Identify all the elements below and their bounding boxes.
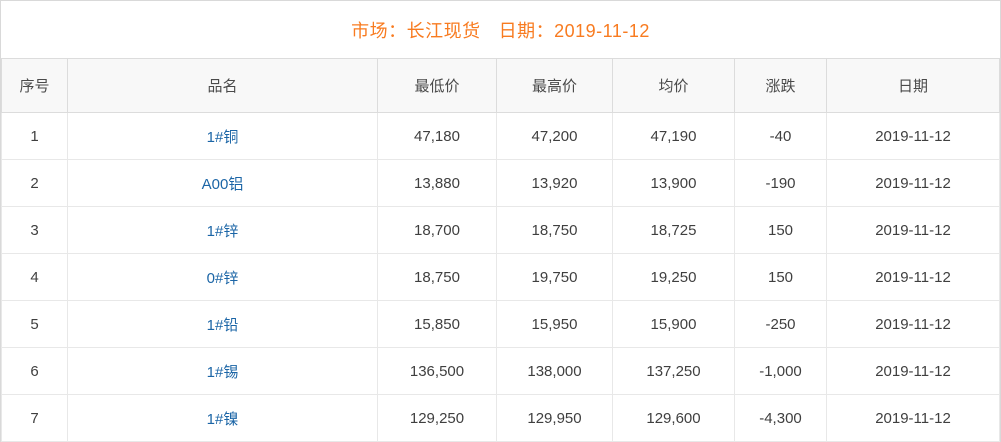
- table-row: 2 A00铝 13,880 13,920 13,900 -190 2019-11-12: [1, 159, 1000, 207]
- cell-date: 2019-11-12: [826, 300, 1000, 348]
- header-row: 序号 品名 最低价 最高价 均价 涨跌 日期: [1, 58, 1000, 113]
- cell-avg: 47,190: [612, 112, 735, 160]
- cell-avg: 13,900: [612, 159, 735, 207]
- product-link[interactable]: 1#铅: [206, 316, 239, 334]
- cell-index: 3: [1, 206, 68, 254]
- cell-change: 150: [734, 206, 827, 254]
- table-header: 序号 品名 最低价 最高价 均价 涨跌 日期: [1, 58, 1000, 113]
- table-row: 1 1#铜 47,180 47,200 47,190 -40 2019-11-12: [1, 112, 1000, 160]
- cell-low: 18,750: [377, 253, 497, 301]
- cell-name: A00铝: [67, 159, 378, 207]
- product-link[interactable]: 1#镍: [206, 410, 239, 428]
- cell-low: 13,880: [377, 159, 497, 207]
- cell-index: 1: [1, 112, 68, 160]
- column-header-date: 日期: [826, 58, 1000, 113]
- cell-index: 2: [1, 159, 68, 207]
- cell-date: 2019-11-12: [826, 159, 1000, 207]
- cell-name: 1#铜: [67, 112, 378, 160]
- cell-index: 4: [1, 253, 68, 301]
- cell-low: 18,700: [377, 206, 497, 254]
- table-body: 1 1#铜 47,180 47,200 47,190 -40 2019-11-12 2 A00铝…: [1, 112, 1000, 442]
- column-header-low: 最低价: [377, 58, 497, 113]
- cell-high: 18,750: [496, 206, 613, 254]
- cell-index: 6: [1, 347, 68, 395]
- product-link[interactable]: 1#铜: [206, 128, 239, 146]
- product-link[interactable]: 0#锌: [206, 269, 239, 287]
- table-row: 6 1#锡 136,500 138,000 137,250 -1,000 2019-11-1…: [1, 347, 1000, 395]
- cell-low: 129,250: [377, 394, 497, 442]
- cell-low: 136,500: [377, 347, 497, 395]
- column-header-high: 最高价: [496, 58, 613, 113]
- table-row: 4 0#锌 18,750 19,750 19,250 150 2019-11-12: [1, 253, 1000, 301]
- cell-high: 47,200: [496, 112, 613, 160]
- cell-high: 15,950: [496, 300, 613, 348]
- cell-date: 2019-11-12: [826, 206, 1000, 254]
- cell-avg: 19,250: [612, 253, 735, 301]
- product-link[interactable]: 1#锡: [206, 363, 239, 381]
- cell-high: 129,950: [496, 394, 613, 442]
- cell-name: 1#锡: [67, 347, 378, 395]
- cell-low: 47,180: [377, 112, 497, 160]
- cell-date: 2019-11-12: [826, 112, 1000, 160]
- cell-name: 1#镍: [67, 394, 378, 442]
- cell-avg: 15,900: [612, 300, 735, 348]
- page-title: 市场：长江现货 日期：2019-11-12: [1, 1, 1000, 58]
- cell-change: 150: [734, 253, 827, 301]
- cell-date: 2019-11-12: [826, 394, 1000, 442]
- cell-high: 138,000: [496, 347, 613, 395]
- cell-avg: 129,600: [612, 394, 735, 442]
- cell-change: -1,000: [734, 347, 827, 395]
- cell-date: 2019-11-12: [826, 253, 1000, 301]
- product-link[interactable]: A00铝: [201, 175, 244, 193]
- price-table: 序号 品名 最低价 最高价 均价 涨跌 日期 1 1#铜 47,180 47,200 47,190-…: [1, 58, 1000, 442]
- date-label: 日期：2019-11-12: [498, 20, 650, 41]
- cell-high: 13,920: [496, 159, 613, 207]
- cell-change: -190: [734, 159, 827, 207]
- cell-name: 1#铅: [67, 300, 378, 348]
- cell-avg: 137,250: [612, 347, 735, 395]
- table-row: 7 1#镍 129,250 129,950 129,600 -4,300 2019-11-1…: [1, 394, 1000, 442]
- cell-high: 19,750: [496, 253, 613, 301]
- cell-change: -4,300: [734, 394, 827, 442]
- column-header-change: 涨跌: [734, 58, 827, 113]
- column-header-name: 品名: [67, 58, 378, 113]
- column-header-index: 序号: [1, 58, 68, 113]
- cell-change: -40: [734, 112, 827, 160]
- cell-change: -250: [734, 300, 827, 348]
- cell-index: 5: [1, 300, 68, 348]
- market-label: 市场：长江现货: [351, 20, 481, 41]
- table-row: 3 1#锌 18,700 18,750 18,725 150 2019-11-12: [1, 206, 1000, 254]
- cell-index: 7: [1, 394, 68, 442]
- cell-name: 1#锌: [67, 206, 378, 254]
- product-link[interactable]: 1#锌: [206, 222, 239, 240]
- cell-avg: 18,725: [612, 206, 735, 254]
- cell-name: 0#锌: [67, 253, 378, 301]
- table-row: 5 1#铅 15,850 15,950 15,900 -250 2019-11-12: [1, 300, 1000, 348]
- cell-low: 15,850: [377, 300, 497, 348]
- cell-date: 2019-11-12: [826, 347, 1000, 395]
- column-header-avg: 均价: [612, 58, 735, 113]
